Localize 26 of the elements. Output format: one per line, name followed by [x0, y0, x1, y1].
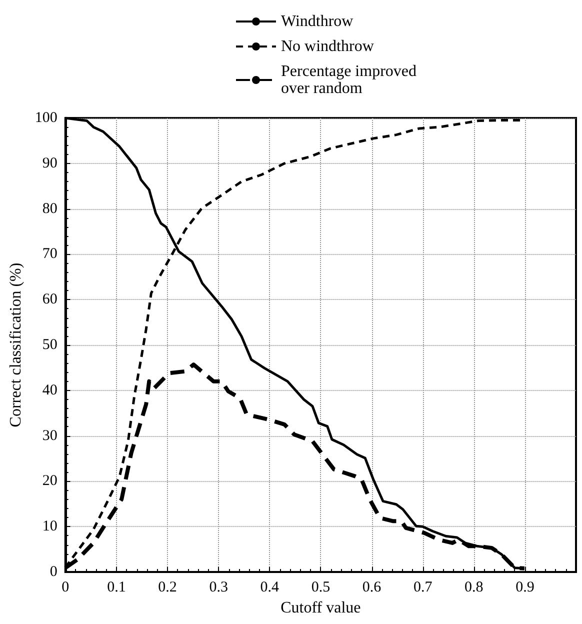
x-tick-label: 0.4	[260, 580, 280, 596]
x-tick-label: 0	[62, 580, 70, 596]
x-tick-label: 0.3	[209, 580, 228, 596]
y-tick-label: 50	[42, 337, 58, 353]
x-axis-title: Cutoff value	[280, 599, 361, 616]
x-tick-label: 0.7	[413, 580, 433, 596]
y-tick-label: 40	[42, 382, 58, 398]
y-tick-label: 20	[42, 473, 58, 490]
y-axis-title: Correct classification (%)	[8, 262, 24, 428]
y-tick-label: 100	[34, 110, 58, 126]
y-tick-label: 30	[42, 428, 58, 444]
y-tick-label: 80	[42, 200, 58, 217]
y-tick-label: 0	[50, 564, 58, 580]
y-tick-label: 10	[42, 518, 58, 535]
x-tick-label: 0.5	[311, 580, 330, 596]
x-tick-label: 0.1	[107, 580, 126, 596]
x-tick-label: 0.6	[362, 580, 382, 596]
y-tick-label: 90	[42, 155, 58, 172]
x-tick-label: 0.8	[464, 580, 484, 596]
legend-label: Percentage improved over random	[281, 63, 420, 97]
y-tick-label: 70	[42, 246, 58, 262]
x-tick-label: 0.9	[516, 580, 534, 596]
legend-label: No windthrow	[281, 38, 374, 55]
x-tick-label: 0.2	[158, 580, 177, 596]
legend-label: Windthrow	[281, 13, 354, 30]
y-tick-label: 60	[42, 292, 58, 308]
